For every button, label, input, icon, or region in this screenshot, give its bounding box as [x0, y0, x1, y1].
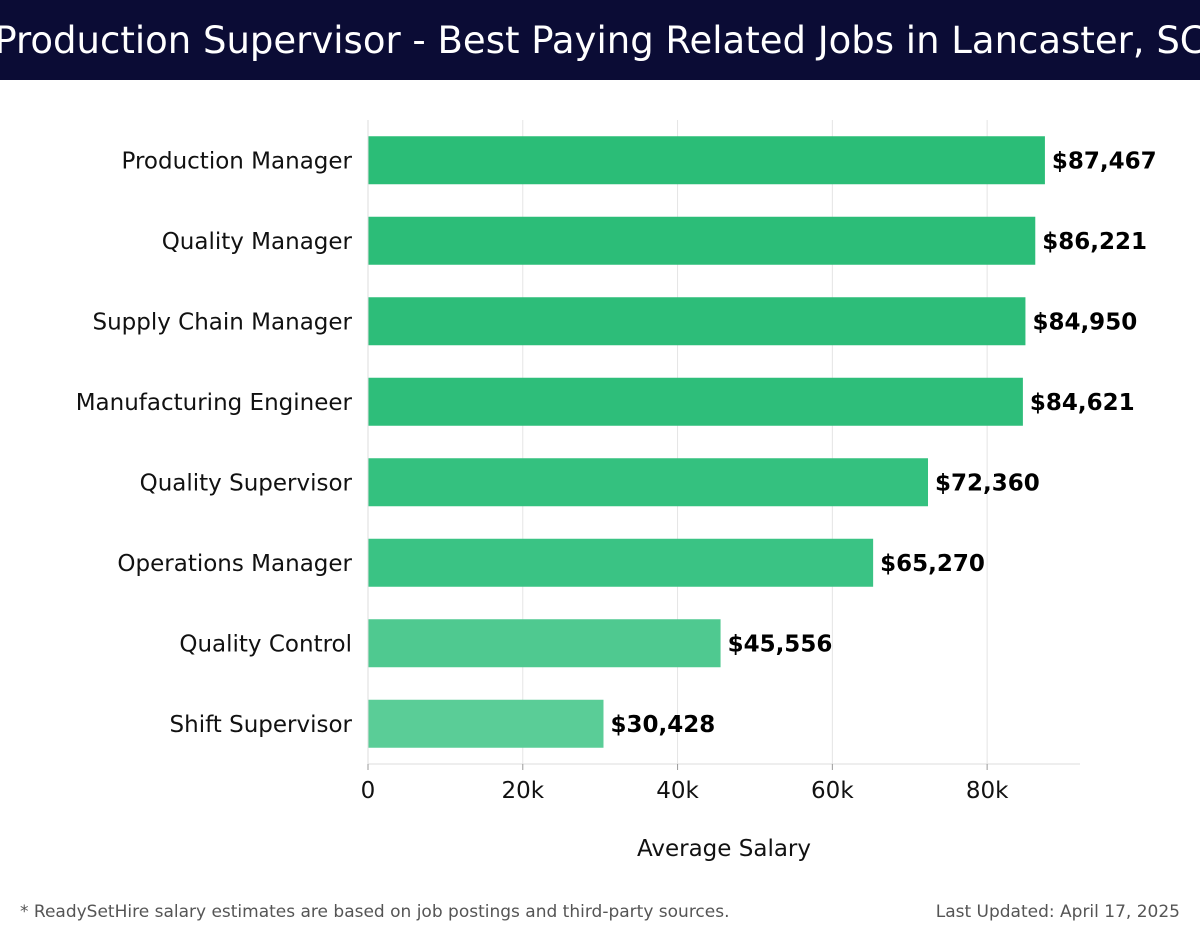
category-label: Supply Chain Manager: [92, 309, 352, 335]
category-label: Operations Manager: [117, 551, 352, 577]
category-label: Production Manager: [122, 148, 353, 174]
title-bar: Production Supervisor - Best Paying Rela…: [0, 0, 1200, 80]
value-label: $84,621: [1030, 390, 1135, 416]
category-label: Quality Control: [179, 631, 352, 657]
value-label: $65,270: [880, 551, 985, 577]
value-label: $84,950: [1032, 309, 1137, 335]
category-label: Manufacturing Engineer: [76, 390, 353, 416]
bar-chart: Production Manager $87,467 Quality Manager…: [76, 120, 1157, 862]
bar: [368, 136, 1045, 185]
value-label: $72,360: [935, 470, 1040, 496]
value-label: $30,428: [610, 712, 715, 738]
bar: [368, 458, 929, 507]
value-label: $86,221: [1042, 229, 1147, 255]
bar: [368, 297, 1026, 346]
bar: [368, 377, 1023, 426]
x-axis-label: Average Salary: [637, 836, 811, 862]
category-label: Shift Supervisor: [170, 712, 353, 738]
category-label: Quality Supervisor: [140, 470, 353, 496]
x-tick-label: 20k: [501, 778, 544, 804]
bars: Production Manager $87,467 Quality Manager…: [76, 136, 1157, 748]
value-label: $45,556: [728, 631, 833, 657]
x-tick-label: 0: [361, 778, 376, 804]
grid-lines: [522, 120, 988, 764]
bar: [368, 216, 1036, 265]
value-label: $87,467: [1052, 148, 1157, 174]
page-title: Production Supervisor - Best Paying Rela…: [0, 18, 1200, 62]
x-axis: 0 20k 40k 60k 80k: [361, 120, 1080, 804]
bar: [368, 699, 604, 748]
footer-note: * ReadySetHire salary estimates are base…: [20, 902, 730, 922]
bar: [368, 538, 874, 587]
x-tick-label: 80k: [966, 778, 1009, 804]
bar: [368, 619, 721, 668]
x-tick-label: 60k: [811, 778, 854, 804]
x-tick-label: 40k: [656, 778, 699, 804]
category-label: Quality Manager: [162, 229, 353, 255]
last-updated: Last Updated: April 17, 2025: [935, 902, 1180, 922]
